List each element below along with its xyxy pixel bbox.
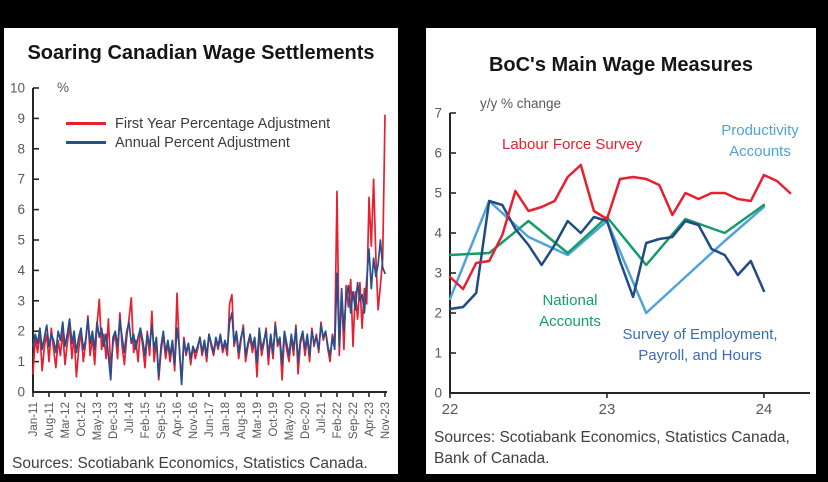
left-chart-source: Sources: Scotiabank Economics, Statistic… bbox=[12, 455, 368, 472]
svg-text:Sep-15: Sep-15 bbox=[156, 402, 168, 439]
right-chart-title: BoC's Main Wage Measures bbox=[488, 54, 754, 76]
svg-text:0: 0 bbox=[434, 386, 442, 401]
svg-text:2: 2 bbox=[17, 324, 25, 339]
svg-text:Mar-12: Mar-12 bbox=[60, 402, 72, 438]
first-year-line-swatch bbox=[66, 122, 106, 125]
national-accounts-annotation: National Accounts bbox=[539, 292, 601, 330]
series-labour-force-survey bbox=[448, 163, 792, 291]
svg-text:Jun-17: Jun-17 bbox=[204, 402, 216, 437]
svg-text:Apr-16: Apr-16 bbox=[172, 402, 184, 437]
left-chart-title: Soaring Canadian Wage Settlements bbox=[27, 42, 375, 64]
svg-text:Mar-19: Mar-19 bbox=[252, 402, 264, 438]
svg-text:Jul-21: Jul-21 bbox=[316, 402, 328, 433]
series-annual-percent-adjustment bbox=[32, 239, 386, 386]
svg-text:4: 4 bbox=[17, 263, 25, 278]
axes: 0 1 2 3 4 5 6 7 8 9 10 Jan-11 Aug-11 Mar-12 Oct-12 May-… bbox=[10, 81, 392, 441]
seph-annotation: Survey of Employment, Payroll, and Hours bbox=[622, 326, 778, 364]
left-chart-panel: Soaring Canadian Wage Settlements 0 1 2 3 4 5… bbox=[4, 28, 398, 474]
svg-text:24: 24 bbox=[756, 401, 773, 418]
svg-text:22: 22 bbox=[442, 401, 459, 418]
left-chart-canvas: 0 1 2 3 4 5 6 7 8 9 10 Jan-11 Aug-11 Mar-12 Oct-12 May-… bbox=[10, 81, 392, 441]
svg-text:Dec-20: Dec-20 bbox=[300, 402, 312, 439]
svg-text:6: 6 bbox=[434, 146, 442, 161]
svg-text:5: 5 bbox=[17, 233, 25, 248]
svg-text:2: 2 bbox=[434, 306, 442, 321]
svg-text:7: 7 bbox=[434, 106, 442, 121]
svg-text:8: 8 bbox=[17, 141, 25, 156]
svg-text:9: 9 bbox=[17, 111, 25, 126]
labour-force-survey-annotation: Labour Force Survey bbox=[502, 136, 643, 153]
svg-text:1: 1 bbox=[17, 354, 25, 369]
left-chart-legend: First Year Percentage Adjustment Annual … bbox=[66, 114, 330, 152]
series-survey-of-employment-payroll-and-hours bbox=[448, 199, 766, 311]
svg-text:Apr-23: Apr-23 bbox=[364, 402, 376, 437]
svg-text:10: 10 bbox=[10, 81, 25, 96]
right-chart-unit-label: y/y % change bbox=[480, 96, 562, 111]
series-national-accounts bbox=[448, 203, 766, 267]
svg-text:May-13: May-13 bbox=[92, 402, 104, 440]
svg-text:Jan-11: Jan-11 bbox=[28, 402, 40, 436]
svg-text:0: 0 bbox=[17, 385, 25, 400]
svg-text:3: 3 bbox=[17, 293, 25, 308]
svg-text:1: 1 bbox=[434, 346, 442, 361]
annual-line-swatch bbox=[66, 141, 106, 144]
left-chart-unit-label: % bbox=[57, 80, 70, 95]
svg-text:Aug-11: Aug-11 bbox=[44, 402, 56, 438]
svg-text:May-20: May-20 bbox=[284, 402, 296, 440]
svg-text:Jul-14: Jul-14 bbox=[124, 401, 136, 433]
legend-row-annual: Annual Percent Adjustment bbox=[66, 133, 330, 152]
svg-text:Feb-15: Feb-15 bbox=[140, 402, 152, 438]
svg-text:Nov-23: Nov-23 bbox=[380, 402, 392, 439]
svg-text:Aug-18: Aug-18 bbox=[236, 402, 248, 439]
first-year-legend-label: First Year Percentage Adjustment bbox=[115, 115, 331, 132]
svg-text:Jan-18: Jan-18 bbox=[220, 402, 232, 437]
legend-row-first-year: First Year Percentage Adjustment bbox=[66, 114, 330, 133]
svg-text:23: 23 bbox=[599, 401, 616, 418]
svg-text:Feb-22: Feb-22 bbox=[332, 402, 344, 438]
svg-text:5: 5 bbox=[434, 186, 442, 201]
svg-text:Dec-13: Dec-13 bbox=[108, 402, 120, 439]
svg-text:Sep-22: Sep-22 bbox=[348, 402, 360, 439]
svg-text:6: 6 bbox=[17, 202, 25, 217]
productivity-accounts-annotation: Productivity Accounts bbox=[721, 122, 799, 160]
svg-text:7: 7 bbox=[17, 172, 25, 187]
svg-text:4: 4 bbox=[434, 226, 442, 241]
svg-text:3: 3 bbox=[434, 266, 442, 281]
annual-legend-label: Annual Percent Adjustment bbox=[115, 134, 290, 151]
right-chart-source: Sources: Scotiabank Economics, Statistic… bbox=[434, 429, 790, 467]
svg-text:Oct-12: Oct-12 bbox=[76, 402, 88, 437]
right-chart-panel: BoC's Main Wage Measures 0 1 2 3 4 5 6 7 22 23 24 … bbox=[426, 28, 816, 474]
svg-text:Oct-19: Oct-19 bbox=[268, 402, 280, 437]
svg-text:Nov-16: Nov-16 bbox=[188, 402, 200, 439]
